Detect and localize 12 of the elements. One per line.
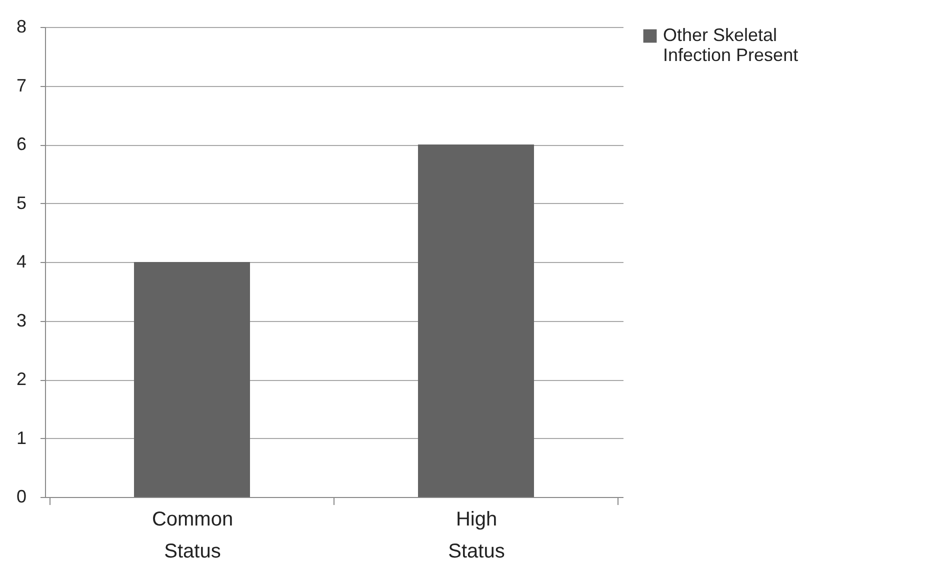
x-tick-label: High Status <box>448 508 505 562</box>
legend-label: Other Skeletal Infection Present <box>663 25 798 65</box>
y-tick-label: 7 <box>16 75 26 96</box>
y-tick-label: 3 <box>16 310 26 330</box>
y-tick-label: 8 <box>16 16 26 36</box>
y-tick-label: 0 <box>16 486 26 506</box>
x-tick-label: Common Status <box>152 508 234 562</box>
y-tick-label: 1 <box>16 428 26 448</box>
y-tick-label: 4 <box>16 252 26 272</box>
y-tick-label: 2 <box>16 369 26 389</box>
y-tick-label: 5 <box>16 192 26 213</box>
y-tick-label: 6 <box>16 134 26 154</box>
